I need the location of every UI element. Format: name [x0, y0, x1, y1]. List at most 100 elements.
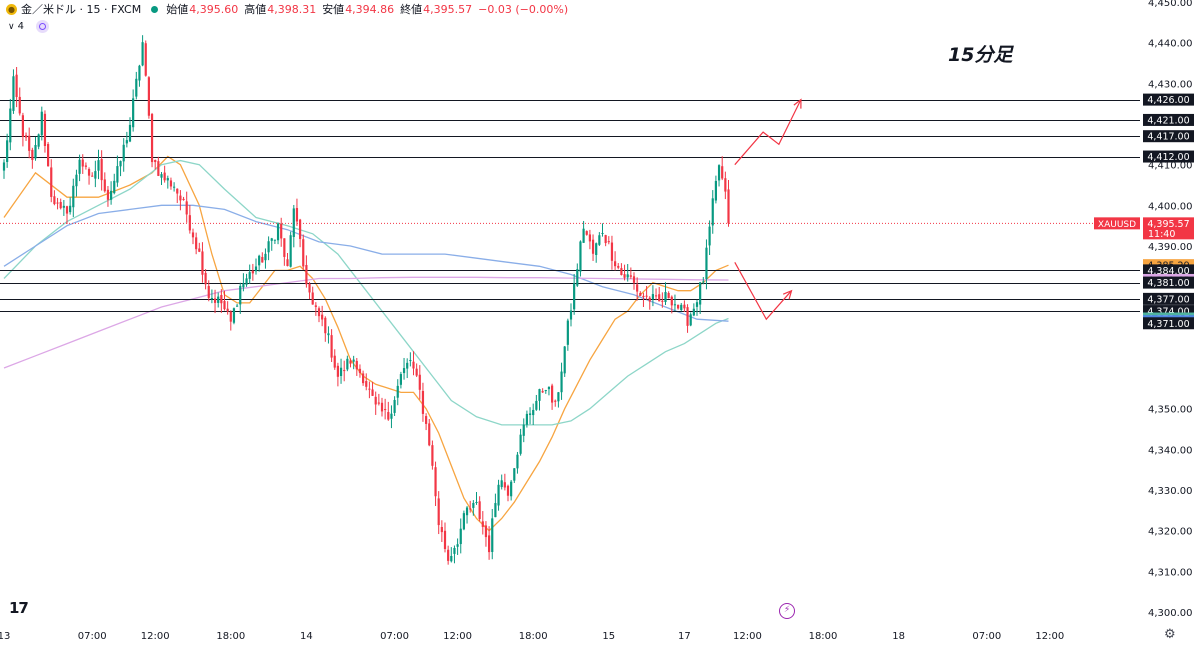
candle-body: [122, 144, 125, 162]
candle-body: [528, 413, 532, 415]
lightning-icon[interactable]: ⚡: [779, 603, 795, 619]
candle-body: [69, 205, 72, 213]
candle-body: [582, 228, 585, 243]
countdown-label: 11:40: [1148, 229, 1175, 240]
candle-body: [497, 484, 500, 506]
candle-body: [469, 508, 472, 510]
candle-body: [47, 144, 50, 167]
x-axis-tick-label: 12:00: [733, 631, 762, 642]
candle-body: [113, 180, 116, 194]
x-axis-tick-label: 07:00: [380, 631, 409, 642]
candle-body: [535, 400, 538, 410]
price-badge: [1143, 276, 1194, 289]
candle-body: [551, 385, 554, 403]
candle-body: [440, 527, 443, 533]
scenario-arrowhead-1: [793, 98, 802, 109]
candle-body: [299, 219, 302, 239]
candle-body: [12, 76, 15, 111]
candle-body: [362, 373, 365, 384]
candle-body: [119, 161, 122, 167]
candle-body: [72, 185, 75, 208]
moving-average-line-4: [3, 276, 729, 369]
candle-body: [607, 241, 610, 243]
candle-body: [258, 255, 261, 266]
price-badge: [1143, 150, 1194, 163]
candle-body: [689, 314, 692, 326]
candle-body: [166, 178, 169, 181]
candle-body: [721, 166, 724, 179]
y-axis-tick-label: 4,410.00: [1148, 161, 1193, 172]
x-axis-tick-label: 14: [300, 631, 313, 642]
x-axis-tick-label: 15: [602, 631, 615, 642]
candle-body: [588, 234, 591, 242]
candle-body: [544, 390, 547, 392]
candle-body: [283, 238, 286, 257]
candle-body: [692, 308, 695, 316]
price-badge-label: 4,377.00: [1147, 294, 1189, 305]
candle-body: [84, 165, 87, 167]
gear-icon[interactable]: ⚙: [1164, 627, 1176, 642]
price-badge: [1143, 217, 1194, 240]
candle-body: [459, 528, 462, 545]
candle-body: [333, 355, 336, 368]
candle-body: [623, 274, 626, 278]
candle-body: [163, 172, 166, 181]
candle-body: [264, 253, 267, 261]
candle-body: [632, 276, 636, 283]
candle-body: [510, 481, 513, 497]
candle-body: [59, 201, 62, 209]
chart-header: ● 金／米ドル · 15 · FXCM 始値 4,395.60 高値 4,398…: [6, 1, 574, 17]
candle-body: [434, 467, 437, 497]
x-axis-tick-label: 12:00: [1035, 631, 1064, 642]
candle-body: [456, 544, 459, 547]
candle-body: [242, 283, 245, 288]
candle-body: [667, 293, 670, 299]
candle-body: [150, 114, 154, 163]
candle-body: [314, 305, 317, 307]
chevron-down-icon[interactable]: ∨: [8, 21, 15, 32]
candle-body: [409, 360, 412, 362]
candle-body: [160, 174, 163, 178]
moving-average-line-1: [3, 155, 729, 532]
symbol-title[interactable]: 金／米ドル · 15 · FXCM: [21, 3, 142, 16]
price-badge-label: 4,395.57: [1147, 219, 1189, 230]
x-axis-tick-label: 18: [892, 631, 905, 642]
change-value: −0.03 (−0.00%): [478, 2, 569, 16]
candle-body: [37, 134, 40, 147]
candle-body: [658, 294, 661, 302]
indicator-settings-icon[interactable]: [35, 20, 49, 33]
candle-body: [330, 335, 333, 358]
candle-body: [220, 295, 223, 304]
low-label: 安値: [322, 3, 345, 16]
candle-body: [532, 409, 535, 416]
candle-body: [560, 371, 563, 393]
candle-body: [475, 501, 478, 503]
candle-body: [481, 521, 484, 527]
candle-body: [280, 223, 283, 239]
candle-body: [453, 547, 456, 554]
candle-body: [472, 502, 475, 508]
scenario-arrow-1: [734, 99, 802, 166]
tradingview-logo[interactable]: 17: [9, 599, 29, 617]
candle-body: [450, 555, 453, 562]
candle-body: [100, 159, 103, 181]
candle-body: [273, 239, 276, 241]
price-badge-label: 4,384.00: [1147, 266, 1189, 277]
candle-body: [50, 167, 53, 197]
candle-body: [132, 98, 135, 128]
price-badge-label: 4,374.00: [1147, 307, 1189, 318]
candle-body: [680, 304, 683, 311]
candle-body: [437, 498, 440, 526]
x-axis-tick-label: 17: [678, 631, 691, 642]
x-axis-tick-label: 07:00: [972, 631, 1001, 642]
candle-body: [289, 235, 292, 267]
indicator-toggle[interactable]: ∨ 4: [8, 20, 49, 33]
candle-body: [201, 251, 204, 275]
candle-body: [642, 295, 645, 298]
candle-body: [157, 161, 160, 176]
candle-body: [270, 238, 273, 241]
open-label: 始値: [166, 3, 189, 16]
candle-body: [406, 362, 409, 369]
candle-body: [346, 358, 349, 370]
